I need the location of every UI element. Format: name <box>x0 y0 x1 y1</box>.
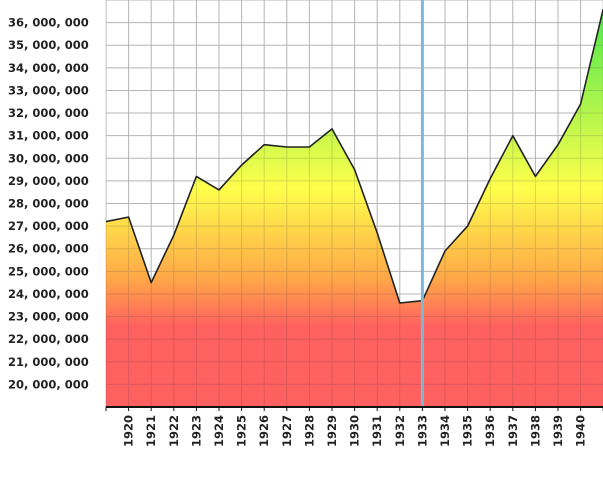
y-tick-label: 29, 000, 000 <box>8 174 89 188</box>
y-tick-label: 36, 000, 000 <box>8 16 89 30</box>
y-tick-label: 31, 000, 000 <box>8 129 89 143</box>
y-tick-label: 23, 000, 000 <box>8 310 89 324</box>
x-tick-label: 1929 <box>325 415 339 447</box>
y-tick-label: 24, 000, 000 <box>8 287 89 301</box>
x-tick-label: 1931 <box>370 415 384 447</box>
x-tick-label: 1934 <box>438 415 452 447</box>
series-area <box>106 9 603 407</box>
grid-overlay <box>106 0 603 407</box>
x-tick-label: 1940 <box>574 415 588 447</box>
x-tick-label: 1922 <box>167 415 181 447</box>
y-tick-label: 27, 000, 000 <box>8 219 89 233</box>
x-tick-label: 1935 <box>461 415 475 447</box>
y-tick-label: 21, 000, 000 <box>8 355 89 369</box>
y-tick-label: 32, 000, 000 <box>8 106 89 120</box>
y-tick-label: 35, 000, 000 <box>8 38 89 52</box>
y-tick-label: 34, 000, 000 <box>8 61 89 75</box>
x-tick-label: 1923 <box>189 415 203 447</box>
x-tick-label: 1936 <box>483 415 497 447</box>
x-tick-label: 1938 <box>528 415 542 447</box>
x-axis-labels: 1920 1921 1922 1923 1924 1925 1926 1927 1928 1929… <box>122 415 588 447</box>
y-tick-label: 33, 000, 000 <box>8 83 89 97</box>
y-tick-label: 28, 000, 000 <box>8 197 89 211</box>
x-tick-label: 1925 <box>235 415 249 447</box>
x-tick-label: 1921 <box>144 415 158 447</box>
x-tick-label: 1933 <box>415 415 429 447</box>
x-tick-label: 1928 <box>302 415 316 447</box>
x-tick-label: 1937 <box>506 415 520 447</box>
y-tick-label: 22, 000, 000 <box>8 332 89 346</box>
y-axis-labels: 20, 000, 000 21, 000, 000 22, 000, 000 23, … <box>8 16 89 392</box>
y-tick-label: 25, 000, 000 <box>8 264 89 278</box>
y-tick-label: 30, 000, 000 <box>8 151 89 165</box>
x-tick-label: 1939 <box>551 415 565 447</box>
x-tick-label: 1927 <box>280 415 294 447</box>
x-tick-label: 1924 <box>212 415 226 447</box>
axes <box>105 406 603 411</box>
series-line <box>106 8 603 304</box>
area-layer <box>106 0 603 407</box>
x-tick-label: 1932 <box>393 415 407 447</box>
x-tick-label: 1926 <box>257 415 271 447</box>
y-tick-label: 20, 000, 000 <box>8 377 89 391</box>
y-tick-label: 26, 000, 000 <box>8 242 89 256</box>
x-tick-label: 1920 <box>122 415 136 447</box>
x-tick-label: 1930 <box>348 415 362 447</box>
